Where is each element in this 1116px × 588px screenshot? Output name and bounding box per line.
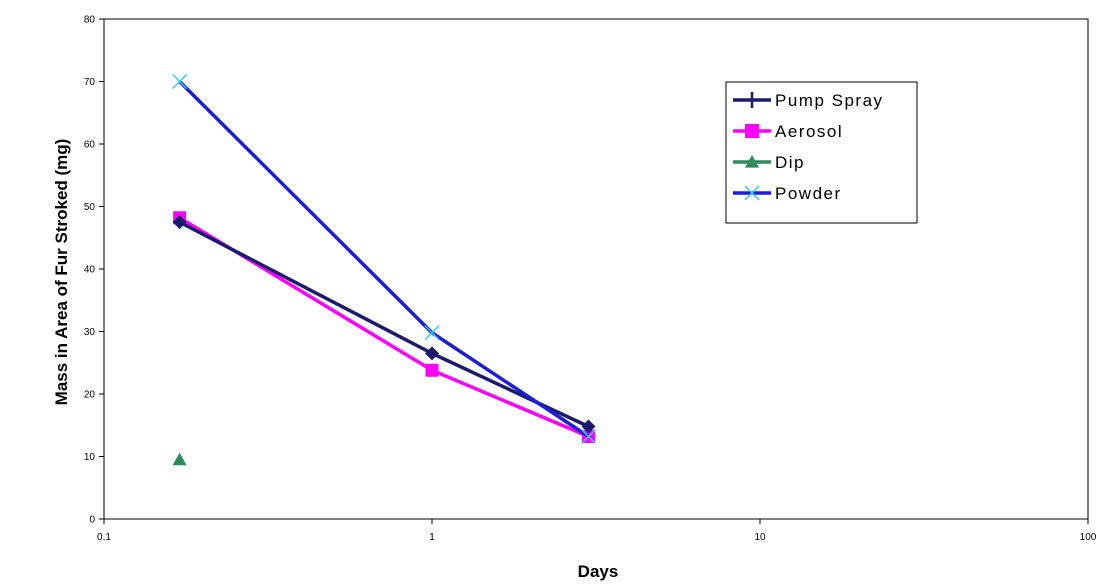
legend-label-pump-spray: Pump Spray (775, 91, 884, 110)
x-marker-stroke (744, 185, 760, 201)
legend-label-aerosol: Aerosol (775, 122, 843, 141)
y-tick-label: 20 (84, 390, 96, 401)
series-powder (172, 73, 597, 445)
powder-point (424, 325, 440, 341)
legend-label-powder: Powder (775, 184, 842, 203)
y-tick-label: 30 (84, 327, 96, 338)
y-tick-label: 60 (84, 140, 96, 151)
pump-spray-point (425, 346, 439, 361)
aerosol-point (425, 363, 439, 377)
y-axis-title: Mass in Area of Fur Stroked (mg) (52, 139, 71, 406)
legend-marker-dip (745, 155, 759, 168)
y-axis-ticks: 0 10 20 30 40 50 60 70 80 (84, 15, 104, 526)
plot-frame (103, 18, 1089, 520)
legend-label-dip: Dip (775, 153, 805, 172)
legend-marker-aerosol (745, 124, 759, 138)
powder-point (580, 428, 597, 445)
powder-line (178, 80, 590, 438)
x-marker-stroke (172, 73, 188, 90)
legend: Pump Spray Aerosol Dip Powder (725, 81, 918, 224)
x-tick-label: 1 (429, 532, 435, 543)
powder-point (172, 73, 188, 90)
x-tick-label: 0.1 (97, 532, 111, 543)
y-tick-label: 0 (89, 515, 95, 526)
x-axis-title: Days (578, 562, 619, 581)
pump-spray-point (172, 215, 187, 230)
x-tick-label: 10 (754, 532, 766, 543)
y-tick-label: 40 (84, 265, 96, 276)
plot-area (103, 18, 1089, 520)
dip-point (172, 452, 187, 466)
y-tick-label: 70 (84, 77, 96, 88)
x-marker-stroke (580, 428, 597, 445)
series-layer (172, 73, 597, 466)
y-tick-label: 10 (84, 452, 96, 463)
pump-spray-point (581, 419, 596, 434)
x-marker-stroke (424, 325, 440, 341)
x-tick-label: 100 (1080, 532, 1097, 543)
y-tick-label: 80 (84, 15, 96, 26)
y-tick-label: 50 (84, 202, 96, 213)
legend-marker-powder (744, 185, 760, 201)
series-dip (172, 452, 187, 466)
x-axis-ticks: 0.1 1 10 100 (97, 519, 1097, 543)
